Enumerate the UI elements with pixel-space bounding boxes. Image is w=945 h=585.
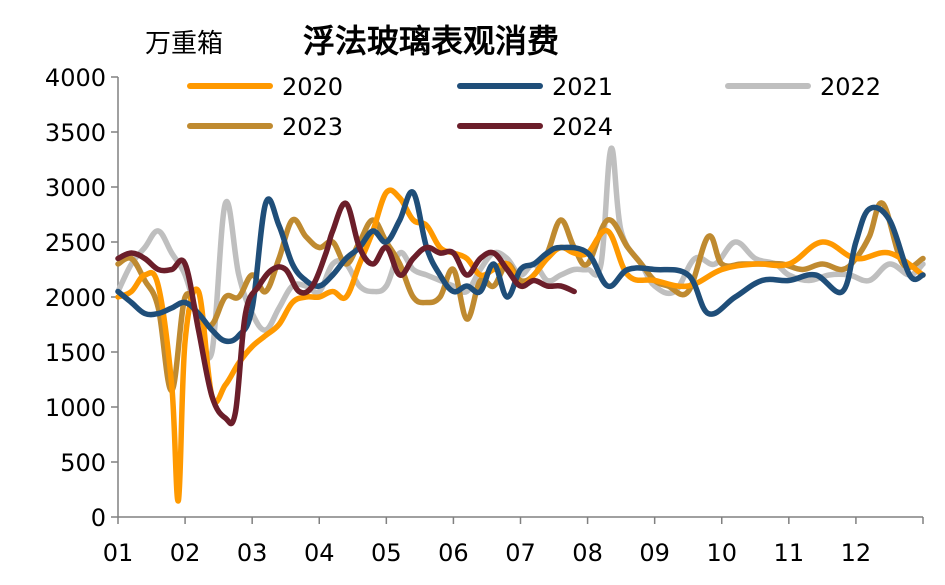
x-tick-label: 12 [841, 539, 872, 567]
y-tick-label: 1500 [45, 339, 106, 367]
x-tick-label: 05 [371, 539, 402, 567]
series-line-2024 [115, 200, 577, 427]
y-tick-label: 500 [60, 449, 106, 477]
series-line-2020 [115, 187, 926, 504]
x-tick-label: 04 [304, 539, 335, 567]
x-tick-label: 09 [639, 539, 670, 567]
legend: 2020 2021 2022 2023 2024 [187, 73, 881, 141]
series-line-2021 [115, 189, 926, 345]
legend-label-2024: 2024 [552, 113, 613, 141]
y-tick-label: 0 [91, 504, 106, 532]
legend-label-2020: 2020 [282, 73, 343, 101]
y-tick-label: 3500 [45, 119, 106, 147]
axes: 0 500 1000 1500 2000 2500 3000 3500 4000 01 02 03 04… [45, 64, 924, 567]
series-lines [115, 145, 926, 504]
x-tick-label: 08 [572, 539, 603, 567]
chart-title: 浮法玻璃表观消费 [303, 22, 559, 60]
legend-label-2022: 2022 [820, 73, 881, 101]
y-tick-label: 2500 [45, 229, 106, 257]
unit-label: 万重箱 [145, 29, 223, 59]
x-tick-label: 01 [103, 539, 134, 567]
x-tick-label: 06 [438, 539, 469, 567]
x-tick-label: 10 [706, 539, 737, 567]
x-tick-label: 11 [774, 539, 805, 567]
x-tick-label: 03 [237, 539, 268, 567]
y-tick-label: 3000 [45, 174, 106, 202]
legend-label-2023: 2023 [282, 113, 343, 141]
y-tick-label: 2000 [45, 284, 106, 312]
x-tick-label: 07 [505, 539, 536, 567]
y-tick-label: 4000 [45, 64, 106, 92]
y-tick-label: 1000 [45, 394, 106, 422]
x-tick-label: 02 [170, 539, 201, 567]
legend-label-2021: 2021 [552, 73, 613, 101]
